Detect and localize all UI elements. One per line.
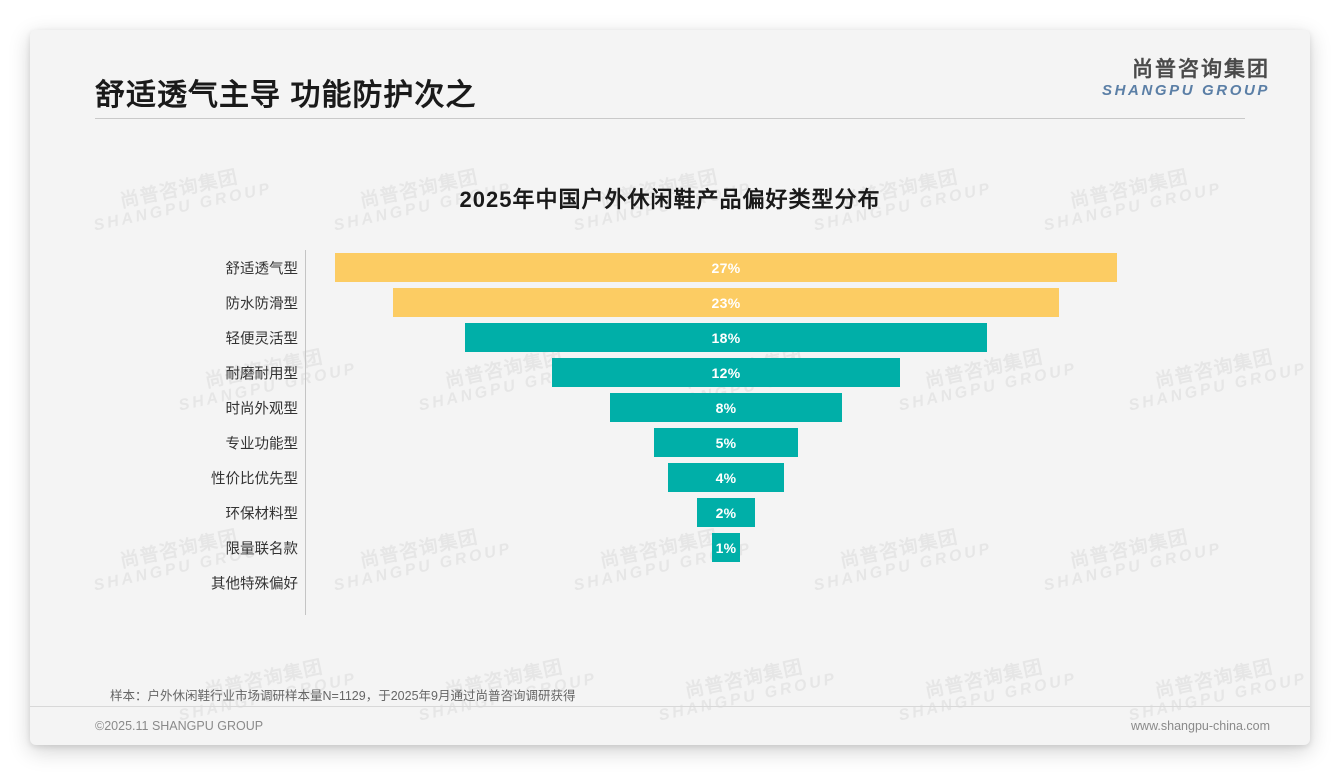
bar-track: 1%	[306, 530, 1310, 565]
website-link[interactable]: www.shangpu-china.com	[1131, 719, 1270, 733]
bar-row: 轻便灵活型 18%	[30, 320, 1310, 355]
bar-segment[interactable]: 18%	[465, 323, 987, 352]
category-label: 轻便灵活型	[225, 331, 299, 347]
bar-value-label: 8%	[715, 399, 737, 416]
category-label: 耐磨耐用型	[225, 366, 299, 382]
bar-track: 2%	[306, 495, 1310, 530]
brand-logo: 尚普咨询集团 SHANGPU GROUP	[1102, 58, 1270, 99]
bar-value-label: 2%	[715, 504, 737, 521]
brand-logo-cn: 尚普咨询集团	[1132, 58, 1270, 81]
copyright-text: ©2025.11 SHANGPU GROUP	[95, 719, 264, 733]
bar-row: 耐磨耐用型 12%	[30, 355, 1310, 390]
bar-segment[interactable]: 27%	[335, 253, 1117, 282]
chart-title: 2025年中国户外休闲鞋产品偏好类型分布	[459, 187, 881, 212]
brand-logo-en: SHANGPU GROUP	[1102, 82, 1270, 100]
bar-row: 性价比优先型 4%	[30, 460, 1310, 495]
bar-segment[interactable]: 8%	[610, 393, 842, 422]
category-label: 舒适透气型	[225, 261, 299, 277]
bar-segment[interactable]: 23%	[392, 288, 1060, 317]
footer-divider	[30, 706, 1310, 707]
category-label: 限量联名款	[225, 541, 299, 557]
bar-segment[interactable]: 1%	[711, 533, 741, 562]
bar-track: 12%	[306, 355, 1310, 390]
bar-track: 5%	[306, 425, 1310, 460]
bar-row: 其他特殊偏好	[30, 565, 1310, 600]
bar-value-label: 1%	[715, 539, 737, 556]
bar-value-label: 27%	[711, 259, 741, 276]
bar-value-label: 5%	[715, 434, 737, 451]
bar-value-label: 18%	[711, 329, 741, 346]
bar-track: 27%	[306, 250, 1310, 285]
slide-footer: ©2025.11 SHANGPU GROUP www.shangpu-china…	[30, 707, 1310, 745]
bar-track	[306, 565, 1310, 600]
bar-value-label: 12%	[711, 364, 741, 381]
bar-rows-container: 舒适透气型 27% 防水防滑型 23% 轻便灵活型 18% 耐磨耐用型 12% 时尚外观型 8% 专…	[30, 250, 1310, 600]
bar-segment[interactable]: 5%	[653, 428, 799, 457]
category-label: 时尚外观型	[225, 401, 299, 417]
bar-row: 环保材料型 2%	[30, 495, 1310, 530]
funnel-chart-plot-area: 舒适透气型 27% 防水防滑型 23% 轻便灵活型 18% 耐磨耐用型 12% 时尚外观型 8% 专…	[30, 250, 1310, 615]
category-label: 环保材料型	[225, 506, 299, 522]
bar-value-label: 23%	[711, 294, 741, 311]
bar-track: 18%	[306, 320, 1310, 355]
bar-row: 专业功能型 5%	[30, 425, 1310, 460]
slide-header: 舒适透气主导 功能防护次之 尚普咨询集团 SHANGPU GROUP	[30, 30, 1310, 120]
bar-row: 时尚外观型 8%	[30, 390, 1310, 425]
bar-track: 4%	[306, 460, 1310, 495]
category-label: 专业功能型	[225, 436, 299, 452]
bar-track: 8%	[306, 390, 1310, 425]
category-label: 防水防滑型	[225, 296, 299, 312]
page-title: 舒适透气主导 功能防护次之	[95, 79, 477, 112]
chart-footnote: 样本：户外休闲鞋行业市场调研样本量N=1129，于2025年9月通过尚普咨询调研…	[110, 689, 576, 703]
bar-row: 防水防滑型 23%	[30, 285, 1310, 320]
bar-row: 舒适透气型 27%	[30, 250, 1310, 285]
header-divider	[95, 118, 1245, 119]
chart-axis-line	[305, 250, 306, 615]
chart-region: 2025年中国户外休闲鞋产品偏好类型分布 舒适透气型 27% 防水防滑型 23% 轻便灵…	[30, 130, 1310, 650]
bar-row: 限量联名款 1%	[30, 530, 1310, 565]
category-label: 其他特殊偏好	[211, 576, 298, 592]
bar-segment[interactable]: 4%	[668, 463, 784, 492]
bar-value-label: 4%	[715, 469, 737, 486]
slide-card: 尚普咨询集团 SHANGPU GROUP 尚普咨询集团 SHANGPU GROUP 尚普…	[30, 30, 1310, 745]
category-label: 性价比优先型	[211, 471, 298, 487]
bar-track: 23%	[306, 285, 1310, 320]
bar-segment[interactable]: 12%	[552, 358, 900, 387]
bar-segment[interactable]: 2%	[697, 498, 755, 527]
